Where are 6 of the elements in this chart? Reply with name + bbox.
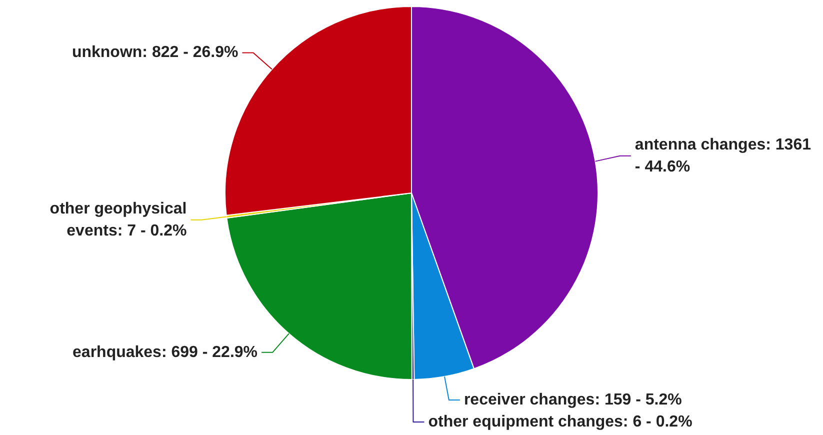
slice-label: other equipment changes: 6 - 0.2% (428, 413, 692, 430)
slice-label: antenna changes: 1361 - 44.6% (634, 136, 812, 176)
slice-label: unknown: 822 - 26.9% (72, 44, 238, 62)
slice-label: other geophysical events: 7 - 0.2% (50, 200, 187, 240)
slice-label: earhquakes: 699 - 22.9% (72, 344, 258, 361)
slice-label: receiver changes: 159 - 5.2% (464, 391, 682, 408)
